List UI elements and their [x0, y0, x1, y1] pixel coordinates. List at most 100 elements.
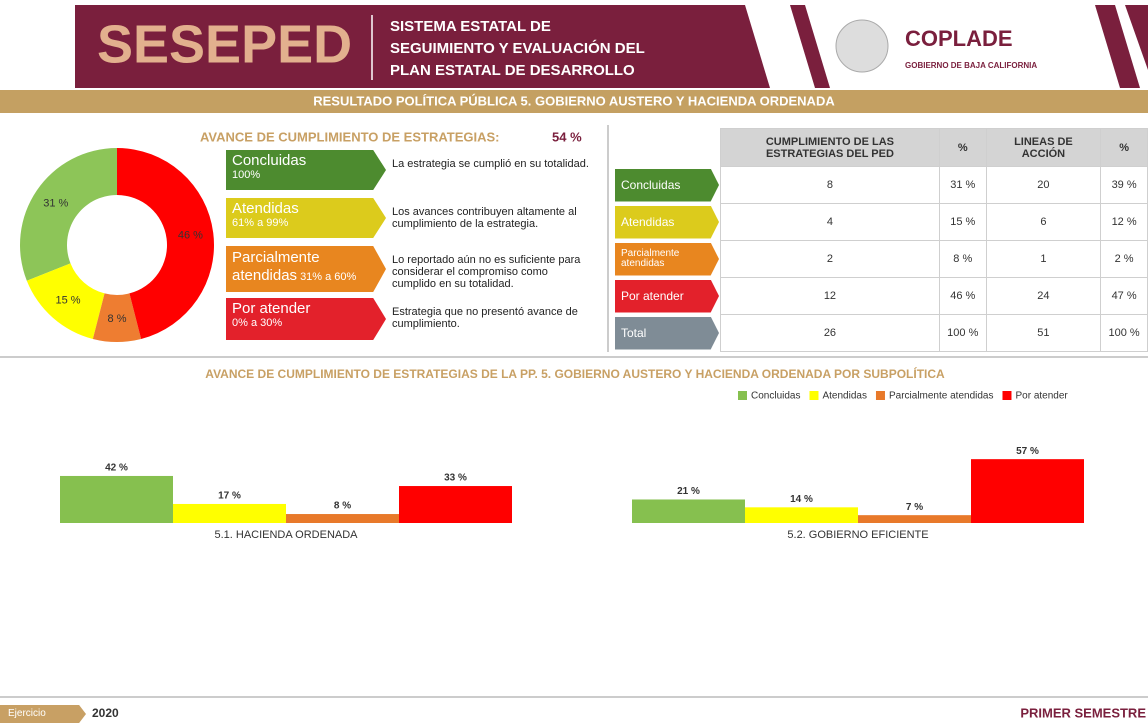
system-line: PLAN ESTATAL DE DESARROLLO [390, 62, 635, 79]
key-description: Estrategia que no presentó avance de cum… [392, 306, 578, 330]
table-cell: 47 % [1100, 277, 1148, 315]
legend-swatch [738, 391, 747, 400]
key-range: 31% a 60% [300, 271, 357, 283]
key-name: Atendidas [232, 200, 299, 217]
key-arrow: Por atender 0% a 30% [226, 298, 386, 340]
pie-label: 46 % [178, 230, 203, 242]
table-cell: Parcialmente atendidas [615, 241, 721, 278]
table-cell: 8 [720, 166, 940, 204]
table-cell: 4 [720, 203, 940, 241]
table-cell: 100 % [1100, 314, 1148, 352]
pie-label: 15 % [56, 294, 81, 306]
row-label: Parcialmente atendidas [615, 242, 719, 276]
row-label: Por atender [615, 279, 719, 313]
banner-text: RESULTADO POLÍTICA PÚBLICA 5. GOBIERNO A… [313, 93, 835, 108]
key-description: La estrategia se cumplió en su totalidad… [392, 158, 589, 170]
stripe [1125, 5, 1148, 70]
banner [0, 90, 1148, 113]
stripe [745, 5, 800, 88]
pie-slice [92, 293, 142, 343]
table-row: Total 26 100 % 51 100 % [615, 314, 1148, 352]
footer-year: 2020 [92, 706, 119, 720]
table-cell: 6 [985, 203, 1102, 241]
bar-label: 21 % [677, 486, 700, 497]
table-cell: Concluidas [615, 167, 721, 204]
bar [858, 515, 971, 523]
key-range: 61% a 99% [232, 217, 289, 229]
legend-swatch [875, 391, 885, 400]
pie-slice [19, 148, 117, 281]
bar-label: 17 % [218, 491, 241, 502]
key-arrow: Atendidas 61% a 99% [226, 198, 386, 238]
bar [971, 459, 1084, 523]
pie-slice [26, 263, 105, 339]
emblem [835, 19, 889, 73]
bar [173, 503, 286, 523]
footer-period: PRIMER SEMESTRE [1020, 705, 1146, 720]
table-cell: 26 [720, 314, 940, 352]
category-label: 5.2. GOBIERNO EFICIENTE [787, 529, 928, 541]
key-name: Concluidas [232, 152, 307, 169]
table-row: Atendidas 4 15 % 6 12 % [615, 203, 1148, 241]
key-name: Por atender [232, 300, 311, 317]
key-range: 0% a 30% [232, 317, 283, 329]
bar-label: 57 % [1016, 446, 1039, 457]
bar [632, 499, 745, 523]
table-cell: 20 [985, 166, 1102, 204]
table-cell: Total [615, 315, 721, 352]
table-cell: Por atender [615, 278, 721, 315]
footer-label: Ejercicio [0, 705, 86, 723]
table-row: Parcialmente atendidas 2 8 % 1 2 % [615, 240, 1148, 278]
key-name: Parcialmente atendidas [232, 249, 320, 284]
key-description: Los avances contribuyen altamente al cum… [392, 206, 577, 230]
legend-swatch [809, 391, 819, 400]
table-cell: 12 % [1100, 203, 1148, 241]
table-cell: 24 [985, 277, 1102, 315]
bar-label: 14 % [790, 494, 813, 505]
header-cell: % [1100, 128, 1148, 167]
bar [60, 475, 173, 523]
legend-label: Parcialmente atendidas [889, 391, 994, 402]
table-cell: 2 [720, 240, 940, 278]
summary-table: CUMPLIMIENTO DE LAS ESTRATEGIAS DEL PED%… [615, 128, 1148, 352]
table-cell: 46 % [938, 277, 987, 315]
table-cell: 39 % [1100, 166, 1148, 204]
table-cell: 8 % [938, 240, 987, 278]
system-line: SISTEMA ESTATAL DE [390, 18, 551, 35]
row-label: Total [615, 316, 719, 350]
stripe [790, 5, 830, 88]
header-cell: CUMPLIMIENTO DE LAS ESTRATEGIAS DEL PED [720, 128, 940, 167]
table-cell: 51 [985, 314, 1102, 352]
table-cell: 100 % [938, 314, 987, 352]
bar [286, 514, 399, 523]
key-arrow: Parcialmente atendidas 31% a 60% [226, 246, 386, 292]
category-label: 5.1. HACIENDA ORDENADA [214, 529, 358, 541]
key-arrow: Concluidas 100% [226, 150, 386, 190]
table-cell: 1 [985, 240, 1102, 278]
pie-slice [117, 148, 215, 339]
bar-title: AVANCE DE CUMPLIMIENTO DE ESTRATEGIAS DE… [205, 366, 945, 381]
table-cell: Atendidas [615, 204, 721, 241]
header-cell [615, 128, 721, 167]
table-row: Concluidas 8 31 % 20 39 % [615, 166, 1148, 204]
system-line: SEGUIMIENTO Y EVALUACIÓN DEL [390, 39, 645, 57]
row-label: Atendidas [615, 205, 719, 239]
bar-label: 8 % [334, 501, 351, 512]
legend-label: Por atender [1015, 391, 1068, 402]
org: COPLADE [905, 26, 1013, 51]
legend-label: Atendidas [822, 391, 866, 402]
table-cell: 15 % [938, 203, 987, 241]
bar-label: 7 % [906, 502, 923, 513]
summary-title: AVANCE DE CUMPLIMIENTO DE ESTRATEGIAS: [200, 129, 500, 144]
pie-label: 31 % [43, 197, 68, 209]
table-cell: 12 [720, 277, 940, 315]
table-cell: 31 % [938, 166, 987, 204]
org-sub: GOBIERNO DE BAJA CALIFORNIA [905, 61, 1037, 70]
header-band [75, 5, 775, 88]
legend-swatch [1002, 391, 1012, 400]
bar-label: 33 % [444, 473, 467, 484]
key-range: 100% [232, 169, 261, 181]
bar-label: 42 % [105, 463, 128, 474]
